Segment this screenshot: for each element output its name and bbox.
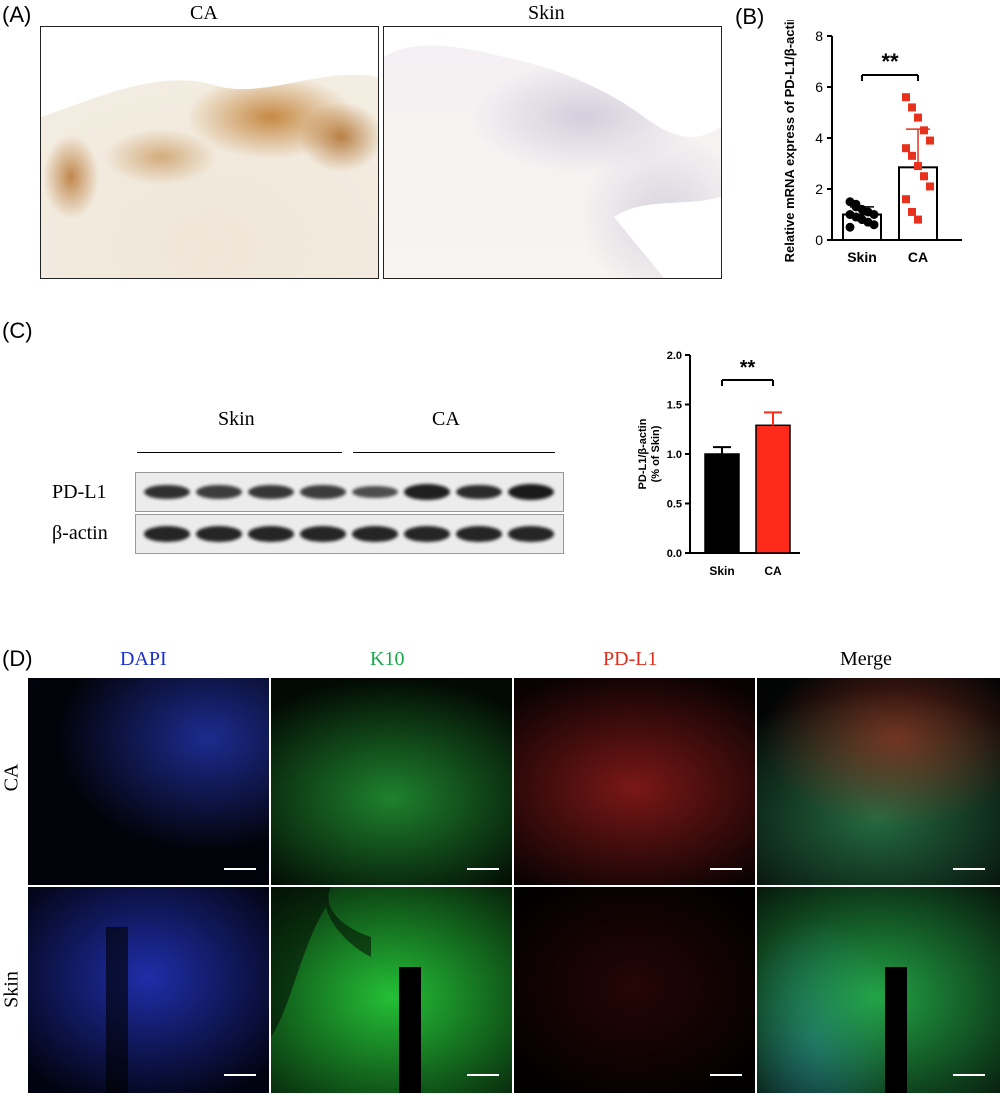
- data-point: [908, 103, 916, 112]
- significance-marker: **: [740, 357, 756, 379]
- panel-a-letter: (A): [2, 2, 32, 27]
- data-point: [902, 195, 910, 204]
- panel-a-label-skin: Skin: [528, 2, 565, 24]
- data-point: [914, 215, 922, 224]
- data-point: [920, 172, 928, 181]
- y-axis-label-line: (% of Skin): [650, 425, 662, 482]
- data-point: [851, 202, 861, 212]
- data-point: [926, 136, 934, 145]
- fluorescence-merge-ca: [757, 678, 1000, 885]
- actin-band: [144, 526, 190, 542]
- ihc-ca-image: [40, 26, 379, 279]
- y-tick-label: 4: [815, 130, 823, 146]
- fluorescence-k10-skin: [271, 887, 512, 1093]
- y-tick-label: 2.0: [667, 350, 682, 362]
- panel-c-letter: (C): [2, 318, 33, 343]
- row-label-skin: Skin: [0, 971, 23, 1008]
- chart-b: 0 2 4 6 8 Relative mRNA express of PD-L1/β-ac…: [782, 20, 962, 265]
- data-point: [914, 113, 922, 122]
- blot-group-line-ca: [353, 452, 555, 453]
- data-point: [920, 126, 928, 135]
- blot-row-label-actin: β-actin: [52, 522, 108, 544]
- y-tick-label: 6: [815, 79, 823, 95]
- x-tick-label: Skin: [847, 249, 877, 265]
- data-point: [902, 93, 910, 102]
- data-point: [869, 220, 879, 230]
- y-tick-label: 0.5: [667, 499, 682, 511]
- data-point: [902, 144, 910, 153]
- pdl1-band: [352, 485, 398, 499]
- blot-group-label-skin: Skin: [218, 408, 255, 430]
- ihc-skin-image: [383, 26, 722, 279]
- pdl1-band: [456, 484, 502, 500]
- y-axis-label-line: PD-L1/β-actin: [637, 418, 649, 489]
- blot-group-label-ca: CA: [432, 408, 460, 430]
- fluorescence-pdl1-ca: [514, 678, 755, 885]
- actin-band: [300, 526, 346, 542]
- x-tick-label: Skin: [709, 564, 734, 578]
- pdl1-band: [144, 484, 190, 500]
- pdl1-band: [196, 485, 242, 499]
- western-blot-actin: [135, 514, 564, 554]
- pdl1-band: [300, 485, 346, 499]
- column-label-k10: K10: [370, 648, 405, 670]
- fluorescence-dapi-skin: [28, 887, 269, 1093]
- data-point: [908, 151, 916, 160]
- panel-d-letter: (D): [2, 646, 33, 671]
- data-point: [908, 207, 916, 216]
- pdl1-band: [248, 485, 294, 499]
- data-point: [926, 182, 934, 191]
- western-blot-pdl1: [135, 472, 564, 512]
- fluorescence-pdl1-skin: [514, 887, 755, 1093]
- pdl1-band: [508, 484, 554, 500]
- fluorescence-dapi-ca: [28, 678, 269, 885]
- row-label-ca: CA: [0, 763, 23, 792]
- fluorescence-k10-ca: [271, 678, 512, 885]
- y-tick-label: 2: [815, 181, 823, 197]
- panel-a-label-ca: CA: [190, 2, 218, 24]
- mean-bar-ca: [898, 166, 938, 241]
- actin-band: [352, 526, 398, 542]
- blot-group-line-skin: [137, 452, 342, 453]
- y-tick-label: 1.5: [667, 400, 682, 412]
- y-axis-label: Relative mRNA express of PD-L1/β-actin: [782, 20, 797, 262]
- actin-band: [508, 526, 554, 542]
- bar-skin: [704, 453, 740, 554]
- y-tick-label: 0.0: [667, 548, 682, 560]
- actin-band: [404, 526, 450, 542]
- data-point: [914, 162, 922, 171]
- panel-b-letter: (B): [735, 4, 765, 29]
- y-axis-label: PD-L1/β-actin (% of Skin): [637, 418, 662, 489]
- y-tick-label: 0: [815, 232, 823, 248]
- x-tick-label: CA: [908, 249, 928, 265]
- actin-band: [456, 526, 502, 542]
- column-label-merge: Merge: [840, 648, 892, 670]
- bar-ca: [755, 424, 791, 554]
- y-tick-label: 1.0: [667, 449, 682, 461]
- x-tick-label: CA: [764, 564, 782, 578]
- y-tick-label: 8: [815, 28, 823, 44]
- actin-band: [248, 526, 294, 542]
- column-label-dapi: DAPI: [120, 648, 167, 670]
- data-point: [869, 210, 879, 219]
- chart-c: 0.0 0.5 1.0 1.5 2.0 PD-L1/β-actin (% of Skin) S…: [637, 350, 800, 578]
- actin-band: [196, 526, 242, 542]
- data-point: [845, 222, 855, 232]
- blot-row-label-pdl1: PD-L1: [52, 481, 107, 503]
- significance-marker: **: [881, 49, 899, 74]
- fluorescence-merge-skin: [757, 887, 1000, 1093]
- pdl1-band: [404, 484, 450, 500]
- column-label-pdl1: PD-L1: [603, 648, 658, 670]
